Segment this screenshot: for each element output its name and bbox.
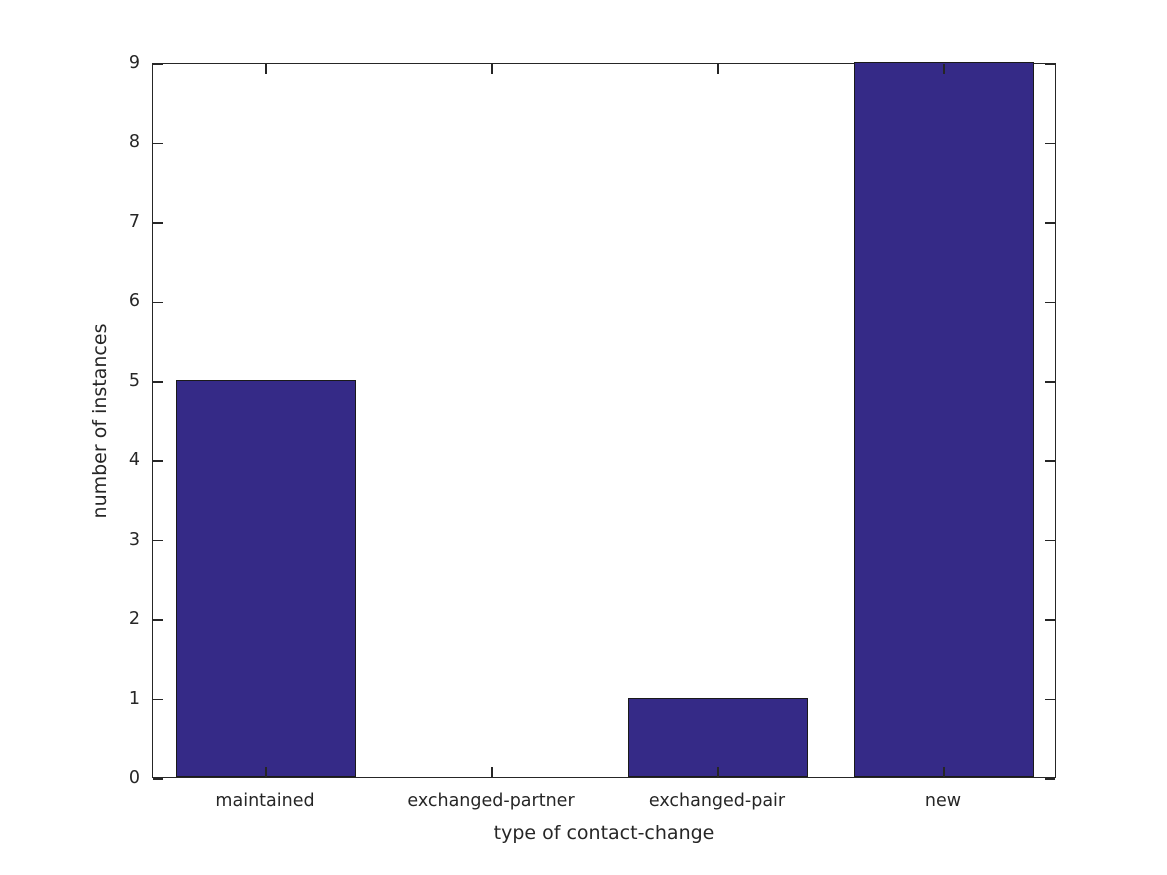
plot-area (152, 62, 1056, 780)
bar-maintained (175, 379, 357, 777)
y-tick-label-8: 8 (128, 132, 140, 153)
y-tick-left (153, 619, 163, 621)
x-tick-top (717, 64, 719, 74)
y-tick-left (153, 63, 163, 65)
y-tick-label-2: 2 (128, 609, 140, 630)
y-tick-label-5: 5 (128, 370, 140, 391)
x-tick-label-new: new (924, 791, 962, 811)
x-tick-top (943, 64, 945, 74)
x-tick-bottom (717, 767, 719, 777)
x-tick-label-maintained: maintained (215, 791, 315, 811)
x-tick-label-exchanged-pair: exchanged-pair (648, 791, 786, 811)
x-tick-label-exchanged-partner: exchanged-partner (407, 791, 575, 811)
y-tick-left (153, 381, 163, 383)
y-tick-label-4: 4 (128, 450, 140, 471)
y-tick-right (1045, 142, 1055, 145)
y-tick-label-3: 3 (128, 529, 140, 550)
x-tick-top (491, 64, 493, 74)
y-tick-left (153, 698, 163, 701)
y-tick-left (153, 222, 163, 224)
bar-new (853, 62, 1035, 777)
y-axis-label: number of instances (89, 323, 111, 518)
y-tick-right (1045, 778, 1055, 780)
y-tick-left (153, 778, 163, 780)
y-tick-left (153, 301, 163, 304)
y-tick-right (1045, 381, 1055, 383)
y-tick-label-0: 0 (128, 768, 140, 788)
x-tick-top (265, 64, 267, 74)
x-tick-bottom (265, 767, 267, 777)
y-tick-right (1045, 63, 1055, 65)
bar-exchanged-pair (627, 697, 809, 777)
x-axis-label: type of contact-change (493, 822, 715, 844)
x-tick-bottom (943, 767, 945, 777)
y-tick-right (1045, 301, 1055, 304)
y-tick-label-7: 7 (128, 211, 140, 232)
y-tick-left (153, 142, 163, 145)
x-tick-bottom (491, 767, 493, 777)
y-tick-right (1045, 619, 1055, 621)
y-tick-label-9: 9 (128, 53, 140, 73)
y-tick-label-1: 1 (128, 688, 140, 709)
y-tick-right (1045, 698, 1055, 701)
y-tick-right (1045, 460, 1055, 462)
y-tick-right (1045, 222, 1055, 224)
y-tick-left (153, 460, 163, 462)
y-tick-left (153, 539, 163, 542)
y-tick-right (1045, 539, 1055, 542)
y-tick-label-6: 6 (128, 291, 140, 312)
